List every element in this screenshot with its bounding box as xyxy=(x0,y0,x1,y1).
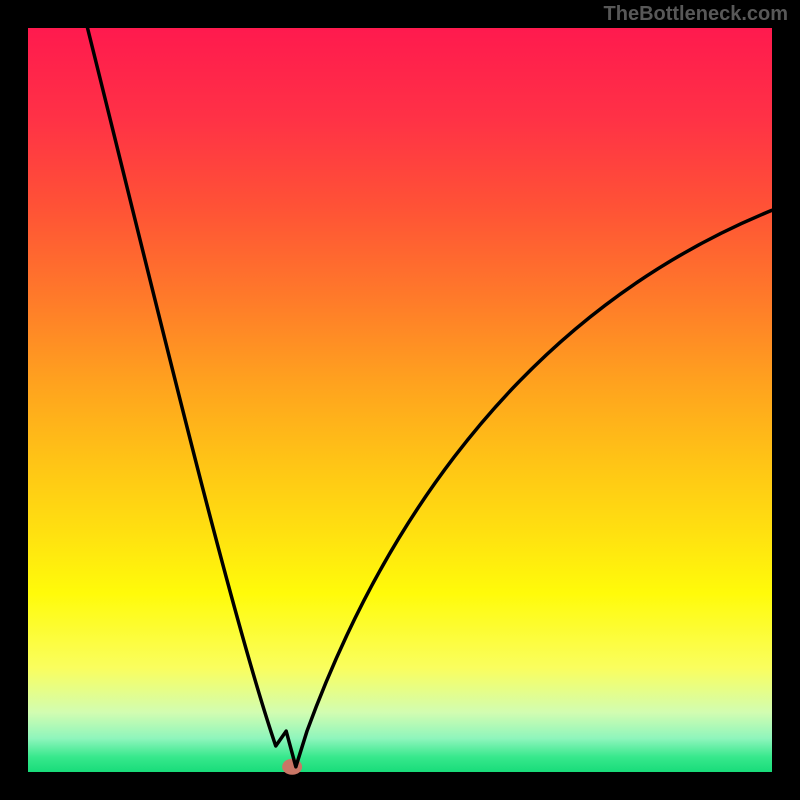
chart-canvas xyxy=(0,0,800,800)
gradient-plot-area xyxy=(28,28,772,772)
watermark-text: TheBottleneck.com xyxy=(604,3,788,26)
